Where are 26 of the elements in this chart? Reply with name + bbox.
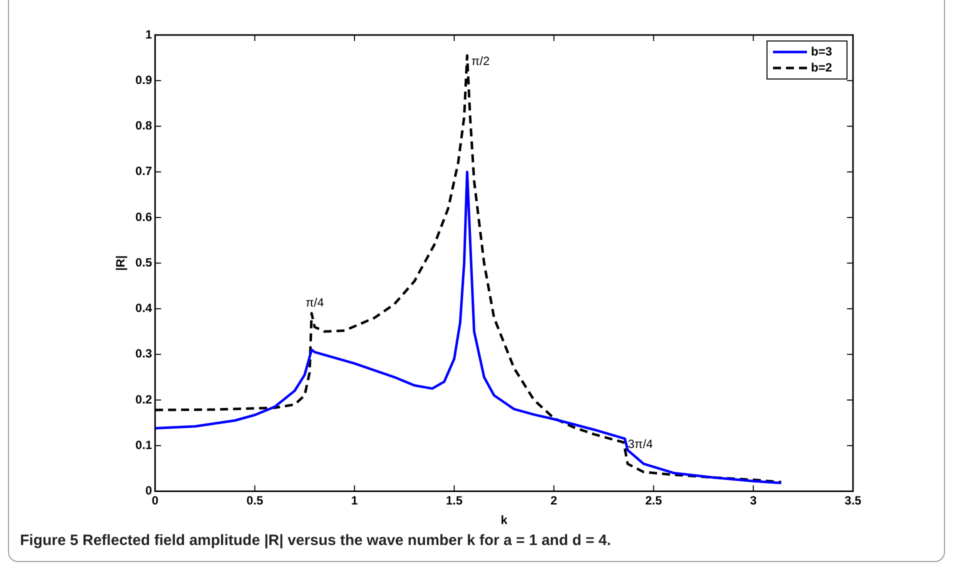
- y-tick-label: 0.4: [135, 301, 152, 316]
- annotation: 3π/4: [628, 437, 654, 452]
- y-tick-label: 0.8: [135, 118, 152, 133]
- y-tick-label: 0.9: [135, 72, 152, 87]
- x-tick-label: 0.5: [246, 494, 264, 508]
- y-tick-label: 1: [145, 27, 152, 42]
- x-tick-label: 2.5: [645, 494, 662, 508]
- y-tick-label: 0.6: [135, 210, 152, 224]
- x-tick-label: 1.5: [446, 494, 463, 508]
- annotation: π/2: [471, 54, 490, 68]
- legend-label: b=3: [811, 44, 832, 58]
- legend-label: b=2: [811, 60, 832, 74]
- y-axis-title: |R|: [114, 255, 128, 271]
- annotation: π/4: [306, 296, 324, 310]
- x-tick-label: 3.5: [844, 494, 862, 508]
- y-tick-label: 0.3: [135, 346, 152, 361]
- y-tick-label: 0.1: [135, 438, 152, 452]
- y-tick-label: 0.5: [135, 255, 152, 270]
- x-tick-label: 3: [750, 494, 757, 508]
- x-axis-title: k: [500, 513, 508, 528]
- caption: Figure 5 Reflected field amplitude |R| versus the wave number k for a = 1 and d = 4.: [20, 532, 612, 549]
- y-tick-label: 0: [145, 484, 152, 498]
- x-tick-label: 1: [351, 494, 358, 508]
- x-tick-label: 2: [550, 494, 558, 508]
- y-tick-label: 0.2: [135, 392, 152, 406]
- y-tick-label: 0.7: [135, 164, 152, 178]
